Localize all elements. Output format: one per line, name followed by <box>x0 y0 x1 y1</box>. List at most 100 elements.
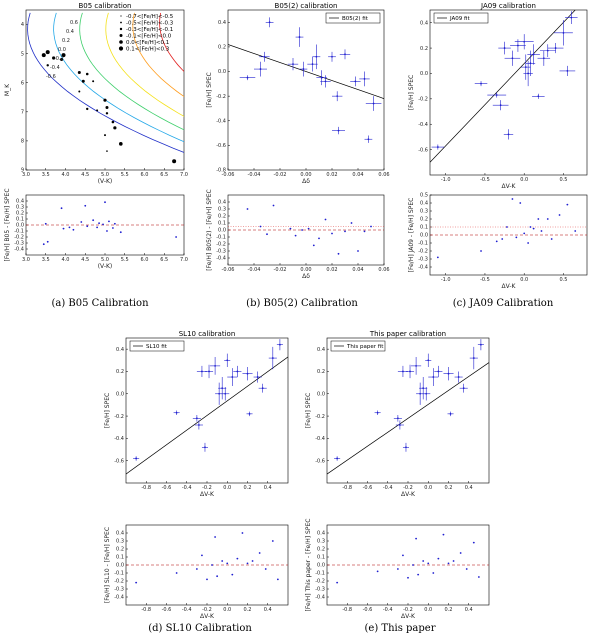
y-tick-label: 0.3 <box>317 539 325 545</box>
x-tick-label: -0.4 <box>383 607 393 613</box>
contour-line <box>27 12 184 153</box>
data-point <box>511 57 514 60</box>
data-point <box>104 201 106 204</box>
data-point <box>503 47 506 49</box>
data-point <box>495 240 498 243</box>
data-point <box>224 392 227 395</box>
y-tick-label: 0.2 <box>317 547 325 553</box>
data-point <box>427 359 430 362</box>
x-tick-label: 0.06 <box>378 267 389 273</box>
data-point <box>294 234 297 237</box>
data-point <box>236 557 239 560</box>
plot-area <box>26 201 184 246</box>
y-tick-label: 4 <box>21 22 24 28</box>
data-point <box>558 214 561 216</box>
fit-line <box>430 10 576 163</box>
data-point <box>480 250 482 252</box>
plot-area <box>327 339 489 475</box>
data-point <box>415 364 417 367</box>
data-point <box>195 417 198 420</box>
y-tick-label: 0.4 <box>218 200 226 206</box>
x-tick-label: -0.8 <box>141 607 151 613</box>
x-tick-label: 0.4 <box>465 485 473 491</box>
data-point <box>566 203 569 206</box>
data-point <box>204 446 206 449</box>
y-tick-label: -0.8 <box>216 168 226 174</box>
data-point <box>367 138 370 141</box>
data-point <box>449 412 452 415</box>
panel-a-top: B05 calibration 3.0 3.5 4.0 4.5 5.0 5.5 6.0 6.5 7… <box>4 2 188 185</box>
y-tick-label: 0.4 <box>420 201 428 207</box>
data-point <box>452 560 455 562</box>
caption-e: (e) This paper <box>365 623 436 633</box>
y-tick-label: 0.2 <box>16 211 24 217</box>
data-point <box>480 343 482 346</box>
data-point <box>542 57 545 60</box>
data-point <box>540 230 543 232</box>
x-tick-label: 3.0 <box>22 257 30 263</box>
contour-label: -0.2 <box>54 56 64 62</box>
x-tick-label: 3.5 <box>42 172 50 178</box>
x-tick-label: 0.02 <box>326 267 337 273</box>
y-tick-label: -0.1 <box>114 571 124 577</box>
data-point <box>566 70 569 72</box>
data-point <box>52 56 56 60</box>
x-tick-label: 0.4 <box>264 485 272 491</box>
data-point <box>259 225 262 228</box>
x-tick-label: 4.5 <box>81 172 89 178</box>
data-point <box>574 230 577 232</box>
x-tick-label: -0.02 <box>274 172 287 178</box>
data-point <box>402 554 404 557</box>
x-tick-label: 0.5 <box>559 177 567 183</box>
y-tick-label: 7 <box>21 110 24 116</box>
data-point <box>98 222 100 225</box>
y-tick-label: 0.3 <box>16 205 24 211</box>
data-point <box>108 220 110 223</box>
y-tick-label: 0.2 <box>218 45 226 51</box>
legend-label: 0.1<[Fe/H]<0.3 <box>126 47 170 53</box>
x-tick-label: -0.6 <box>363 485 373 491</box>
y-tick-label: -0.6 <box>418 147 428 153</box>
data-point <box>81 79 85 83</box>
contour-label: 0.4 <box>66 29 74 35</box>
data-point <box>524 66 527 69</box>
data-point <box>80 221 83 223</box>
data-point <box>396 417 399 420</box>
y-axis-label: [Fe/H] SL10 - [Fe/H] SPEC <box>104 527 111 603</box>
x-axis-label: ΔV-K <box>502 183 517 190</box>
y-tick-label: 0.4 <box>16 199 24 205</box>
data-point <box>175 411 178 414</box>
contour-label: 0.2 <box>62 38 70 44</box>
data-point <box>226 359 229 362</box>
data-point <box>472 541 475 544</box>
data-point <box>259 68 262 70</box>
caption-b: (b) B05(2) Calibration <box>246 298 358 309</box>
plot-frame <box>326 337 490 484</box>
panel-c-bot: -1.0 -0.5 0.0 0.5 -0.4 -0.3 -0.2 -0.1 0.0 0.1 0.2 0… <box>408 193 588 290</box>
y-tick-label: 0.1 <box>218 221 226 227</box>
y-tick-label: -0.2 <box>418 249 428 255</box>
data-point <box>92 80 95 83</box>
data-point <box>396 568 399 570</box>
data-point <box>102 223 104 226</box>
data-point <box>570 16 573 19</box>
x-tick-label: 0.02 <box>326 172 337 178</box>
y-tick-label: 0.0 <box>420 71 428 77</box>
data-point <box>402 370 404 373</box>
y-tick-label: 0.5 <box>420 193 428 199</box>
y-tick-label: -0.4 <box>315 436 325 442</box>
legend-label: JA09 fit <box>449 16 470 22</box>
y-tick-label: 0.3 <box>116 539 124 545</box>
legend-box <box>330 340 386 352</box>
data-point <box>506 226 508 228</box>
data-point <box>537 95 540 98</box>
data-point <box>96 226 98 229</box>
data-point <box>336 581 339 584</box>
data-point <box>376 411 379 414</box>
data-point <box>511 198 514 200</box>
x-tick-label: 0.04 <box>352 267 363 273</box>
data-point <box>436 256 439 259</box>
x-tick-label: 3.0 <box>22 172 30 178</box>
y-tick-label: 0.0 <box>317 391 325 397</box>
caption-d: (d) SL10 Calibration <box>148 623 252 633</box>
